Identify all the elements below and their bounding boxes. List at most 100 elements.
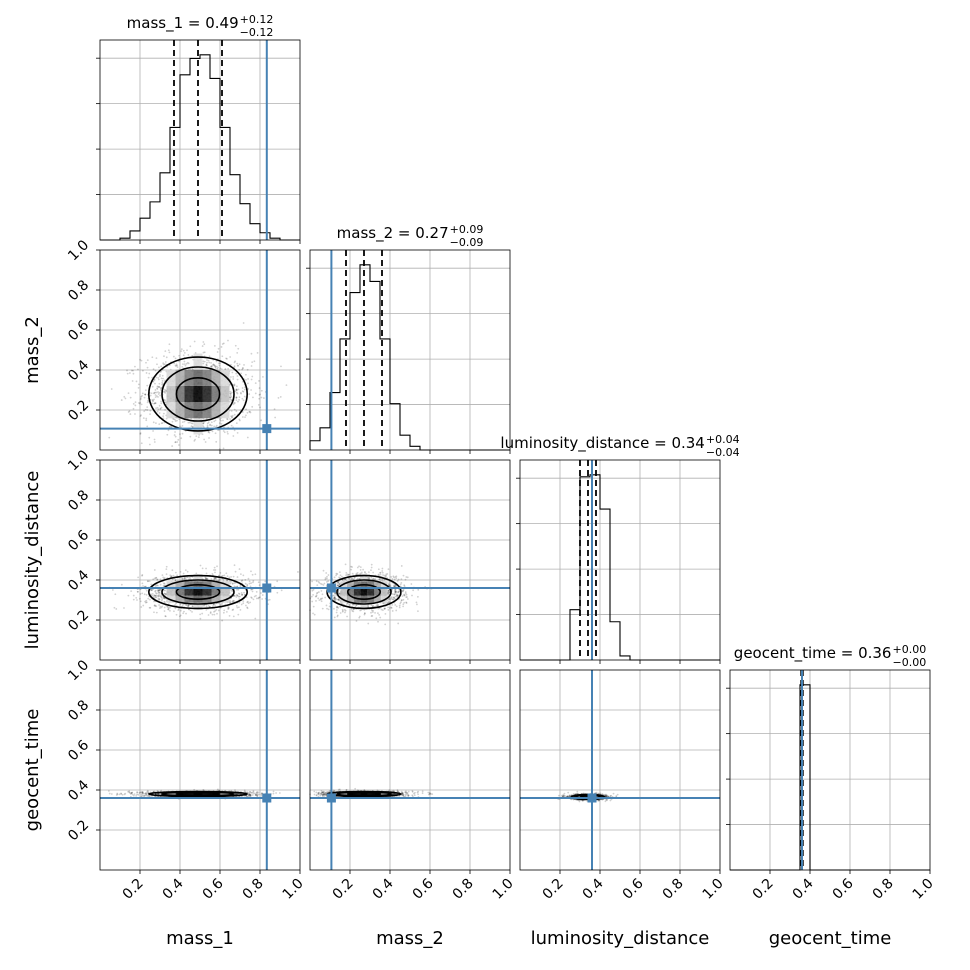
sample-point (363, 612, 366, 615)
sample-point (145, 372, 148, 374)
sample-point (237, 400, 239, 403)
sample-point (251, 375, 254, 378)
sample-point (160, 400, 162, 403)
sample-point (233, 564, 236, 567)
sample-point (337, 598, 340, 601)
sample-point (191, 425, 194, 428)
sample-point (148, 443, 151, 446)
sample-point (151, 356, 154, 359)
sample-point (142, 604, 145, 607)
sample-point (259, 393, 261, 396)
sample-point (164, 615, 167, 617)
sample-point (285, 384, 288, 387)
sample-point (317, 580, 320, 583)
sample-point (254, 617, 257, 620)
sample-point (231, 371, 234, 374)
sample-point (158, 404, 161, 407)
sample-point (174, 364, 177, 367)
y-tick-label: 0.8 (65, 277, 92, 304)
sample-point (145, 361, 147, 364)
sample-point (136, 599, 138, 601)
sample-point (311, 600, 314, 603)
sample-point (244, 373, 247, 376)
sample-point (370, 569, 372, 572)
sample-point (327, 580, 330, 583)
sample-point (183, 360, 186, 363)
sample-point (395, 609, 398, 612)
sample-point (336, 581, 339, 584)
sample-point (396, 580, 399, 582)
sample-point (398, 606, 401, 609)
sample-point (236, 385, 238, 388)
sample-point (257, 597, 260, 600)
lower-error: −0.04 (706, 446, 740, 459)
sample-point (155, 596, 158, 599)
sample-point (159, 607, 161, 610)
sample-point (227, 367, 230, 370)
sample-point (187, 604, 189, 607)
sample-point (233, 383, 236, 386)
sample-point (113, 606, 116, 609)
sample-point (259, 406, 261, 409)
density-bin (166, 385, 176, 403)
sample-point (169, 574, 172, 577)
sample-point (146, 406, 149, 409)
density-bin (184, 588, 194, 596)
sample-point (250, 389, 252, 391)
sample-point (134, 391, 137, 394)
sample-point (179, 433, 181, 436)
sample-point (215, 577, 217, 580)
sample-point (236, 351, 239, 354)
sample-point (214, 365, 217, 368)
sample-point (108, 436, 111, 439)
sample-point (390, 576, 393, 578)
sample-point (227, 339, 229, 342)
sample-point (169, 425, 171, 428)
sample-point (406, 598, 409, 600)
sample-point (234, 344, 237, 347)
sample-point (163, 390, 166, 393)
sample-point (209, 423, 211, 426)
sample-point (246, 436, 249, 439)
sample-point (218, 364, 221, 367)
sample-point (154, 592, 157, 594)
sample-point (213, 610, 215, 613)
truth-marker (326, 583, 336, 593)
sample-point (390, 596, 393, 598)
sample-point (141, 574, 143, 577)
sample-point (390, 606, 393, 609)
sample-point (212, 363, 215, 366)
sample-point (406, 596, 408, 598)
sample-point (158, 604, 160, 606)
density-bin (166, 588, 176, 596)
sample-point (375, 617, 378, 620)
sample-point (155, 407, 157, 410)
sample-point (134, 413, 136, 415)
density-bin (353, 588, 361, 596)
density-bin (202, 385, 212, 403)
sample-point (154, 389, 157, 391)
sample-point (129, 396, 132, 399)
sample-point (234, 390, 237, 393)
y-axis-label: luminosity_distance (22, 471, 43, 650)
sample-point (251, 361, 254, 364)
sample-point (216, 365, 218, 368)
contour-1sigma (175, 376, 221, 411)
sample-point (146, 359, 149, 362)
sample-point (233, 582, 236, 585)
sample-point (246, 368, 249, 371)
sample-point (167, 349, 170, 352)
sample-point (237, 347, 240, 350)
sample-point (153, 569, 156, 571)
sample-point (149, 606, 152, 609)
sample-point (252, 396, 254, 399)
sample-point (164, 399, 167, 402)
sample-point (258, 393, 261, 396)
sample-point (212, 363, 215, 366)
sample-point (132, 372, 135, 375)
histogram-mass_1 (100, 54, 300, 241)
sample-point (130, 590, 133, 593)
sample-point (240, 372, 242, 375)
sample-point (194, 438, 196, 441)
sample-point (178, 418, 181, 421)
